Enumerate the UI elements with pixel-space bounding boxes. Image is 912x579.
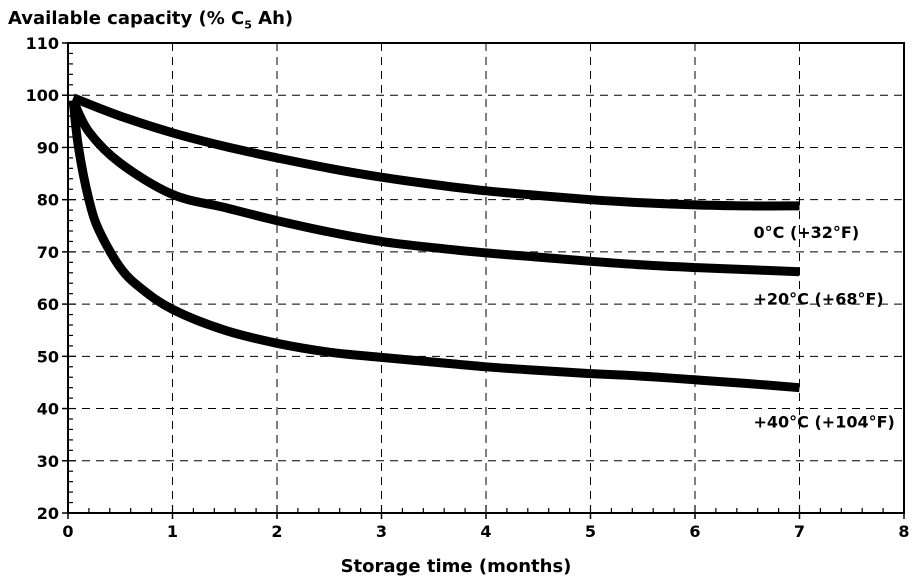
x-tick-label: 2 — [271, 522, 282, 541]
chart-title: Available capacity (% C5 Ah) — [8, 8, 293, 32]
title-subscript: 5 — [244, 18, 252, 32]
y-tick-label: 110 — [26, 34, 59, 53]
series-line — [71, 93, 800, 211]
x-axis-label: Storage time (months) — [340, 556, 572, 577]
x-tick-label: 4 — [480, 522, 491, 541]
series-line — [68, 99, 800, 393]
title-suffix: Ah) — [251, 8, 294, 29]
series-label: 0°C (+32°F) — [754, 223, 860, 242]
x-tick-label: 3 — [376, 522, 387, 541]
x-tick-label: 6 — [689, 522, 700, 541]
x-tick-label: 5 — [585, 522, 596, 541]
x-tick-label: 7 — [794, 522, 805, 541]
y-tick-label: 70 — [37, 243, 59, 262]
series-label: +40°C (+104°F) — [754, 413, 895, 432]
y-tick-label: 90 — [37, 138, 59, 157]
y-tick-label: 60 — [37, 295, 59, 314]
x-tick-label: 8 — [898, 522, 909, 541]
series-label: +20°C (+68°F) — [754, 290, 884, 309]
y-tick-label: 40 — [37, 400, 59, 419]
y-tick-label: 50 — [37, 347, 59, 366]
title-text: Available capacity (% C — [8, 8, 245, 29]
y-tick-label: 100 — [26, 86, 59, 105]
x-tick-label: 1 — [167, 522, 178, 541]
y-tick-label: 30 — [37, 452, 59, 471]
x-tick-label: 0 — [62, 522, 73, 541]
series-line — [69, 98, 800, 277]
y-tick-label: 80 — [37, 191, 59, 210]
y-tick-label: 20 — [37, 504, 59, 523]
